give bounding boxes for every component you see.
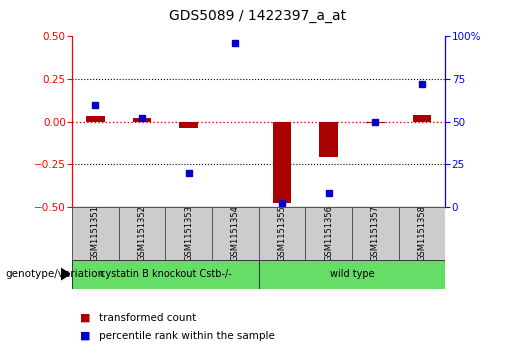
FancyBboxPatch shape: [119, 207, 165, 260]
FancyBboxPatch shape: [305, 207, 352, 260]
Text: GSM1151355: GSM1151355: [278, 205, 287, 261]
Bar: [413, 115, 432, 122]
FancyBboxPatch shape: [72, 207, 119, 260]
Bar: [366, 122, 385, 123]
Bar: [273, 122, 291, 204]
Text: GSM1151356: GSM1151356: [324, 205, 333, 261]
FancyBboxPatch shape: [259, 260, 445, 289]
Text: GSM1151352: GSM1151352: [138, 205, 147, 261]
Bar: [133, 118, 151, 122]
Text: wild type: wild type: [330, 269, 374, 279]
Text: percentile rank within the sample: percentile rank within the sample: [99, 331, 276, 341]
Bar: [319, 122, 338, 158]
Bar: [86, 117, 105, 122]
FancyBboxPatch shape: [259, 207, 305, 260]
Text: cystatin B knockout Cstb-/-: cystatin B knockout Cstb-/-: [99, 269, 231, 279]
Text: GSM1151357: GSM1151357: [371, 205, 380, 261]
FancyBboxPatch shape: [352, 207, 399, 260]
Text: GDS5089 / 1422397_a_at: GDS5089 / 1422397_a_at: [169, 9, 346, 23]
FancyBboxPatch shape: [165, 207, 212, 260]
Text: GSM1151354: GSM1151354: [231, 205, 240, 261]
Bar: [179, 122, 198, 129]
FancyBboxPatch shape: [399, 207, 445, 260]
FancyBboxPatch shape: [212, 207, 259, 260]
Text: ■: ■: [80, 331, 90, 341]
FancyBboxPatch shape: [72, 260, 259, 289]
Text: GSM1151358: GSM1151358: [418, 205, 426, 261]
Text: GSM1151351: GSM1151351: [91, 205, 100, 261]
Text: genotype/variation: genotype/variation: [5, 269, 104, 279]
Text: transformed count: transformed count: [99, 313, 197, 323]
Polygon shape: [61, 268, 70, 280]
Text: GSM1151353: GSM1151353: [184, 205, 193, 261]
Text: ■: ■: [80, 313, 90, 323]
